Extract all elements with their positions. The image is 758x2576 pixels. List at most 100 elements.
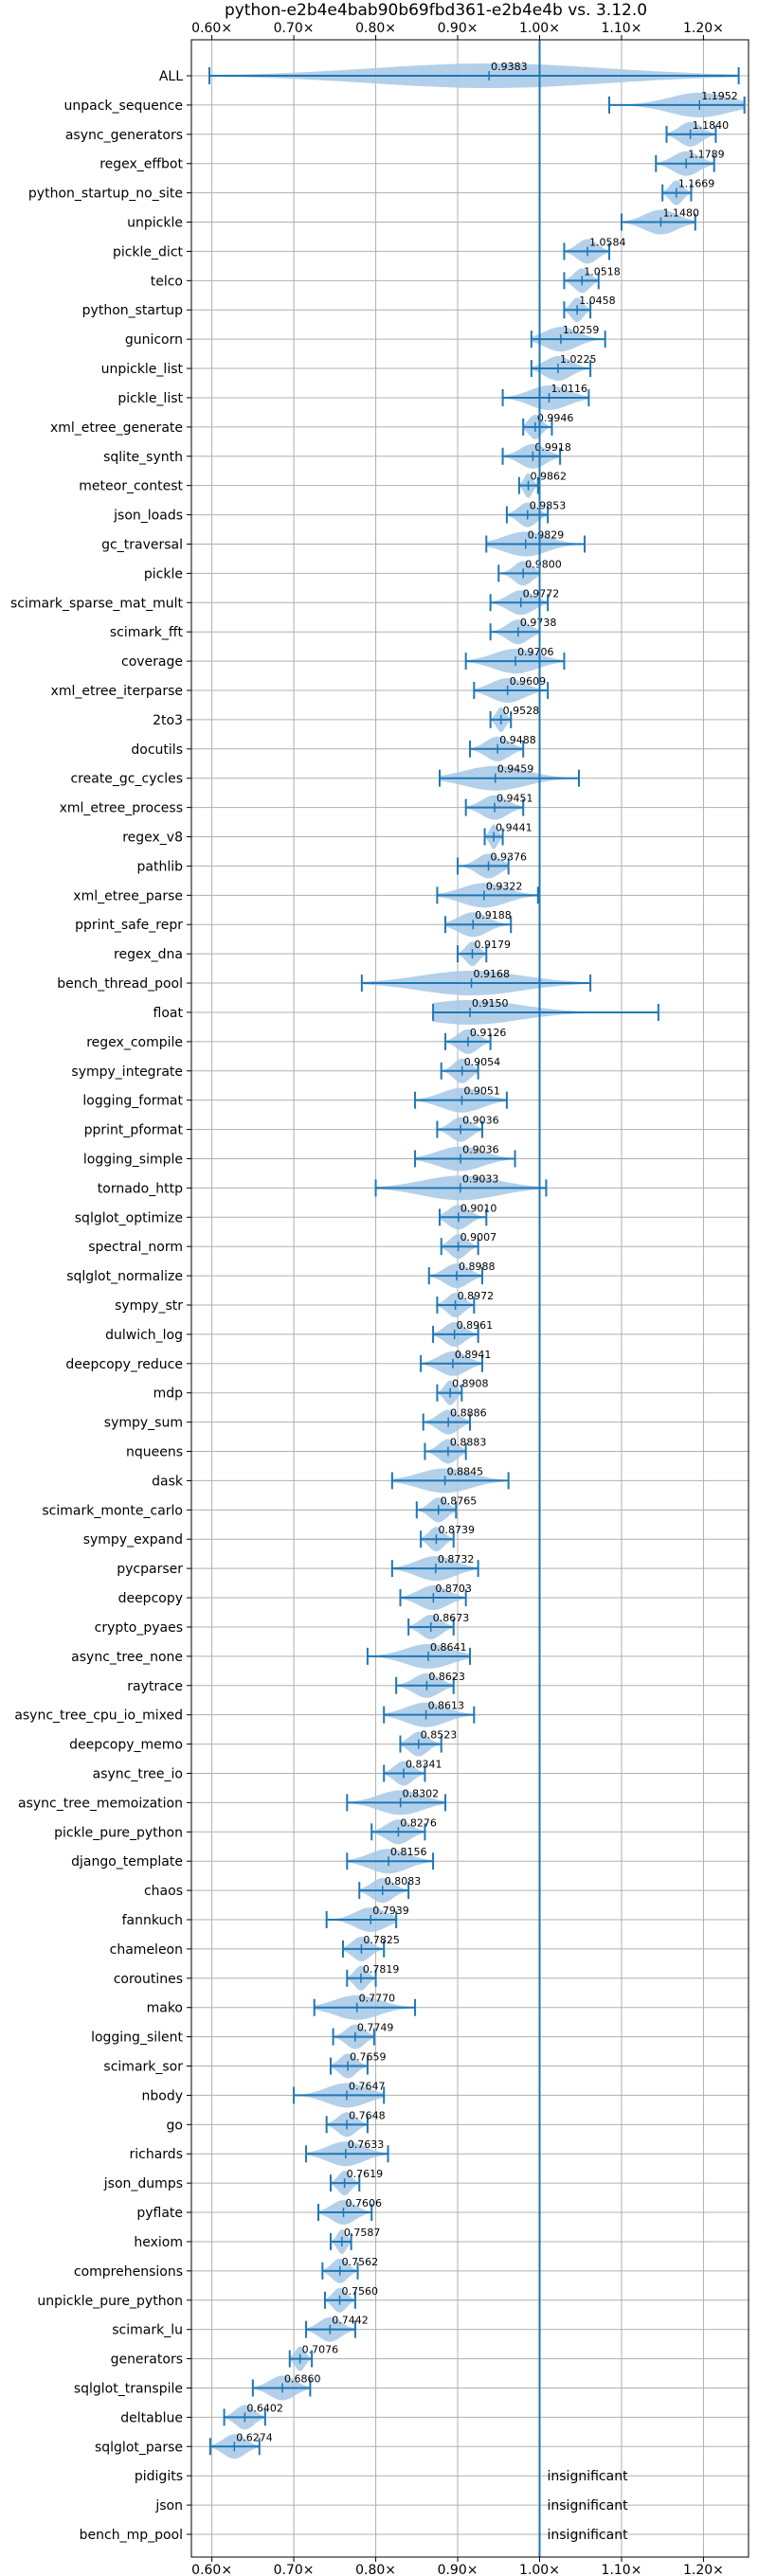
benchmark-label: fannkuch xyxy=(122,1913,183,1928)
value-label: 0.8845 xyxy=(447,1465,484,1477)
benchmark-label: sympy_sum xyxy=(104,1416,183,1431)
benchmark-label: pathlib xyxy=(137,859,184,874)
value-label: 0.9010 xyxy=(460,1202,497,1214)
value-label: 0.7606 xyxy=(345,2197,382,2209)
benchmark-label: async_tree_memoization xyxy=(18,1796,183,1811)
x-tick-label-bottom: 1.00× xyxy=(519,2563,560,2576)
benchmark-label: logging_simple xyxy=(83,1152,183,1167)
benchmark-label: xml_etree_generate xyxy=(50,420,183,436)
benchmark-label: hexiom xyxy=(134,2235,183,2250)
benchmark-label: python_startup_no_site xyxy=(28,187,183,202)
benchmark-label: mdp xyxy=(153,1386,184,1402)
value-label: 0.8641 xyxy=(430,1641,467,1654)
benchmark-label: python_startup xyxy=(82,303,183,318)
x-tick-label-top: 0.70× xyxy=(274,21,315,36)
value-label: 0.9829 xyxy=(528,528,565,541)
value-label: 0.9738 xyxy=(520,617,557,629)
value-label: 1.1952 xyxy=(701,90,738,102)
value-label: 0.8961 xyxy=(457,1319,494,1332)
value-label: 0.9918 xyxy=(534,441,571,454)
benchmark-label: sqlglot_transpile xyxy=(74,2381,183,2396)
value-label: 0.9054 xyxy=(464,1056,501,1068)
value-label: 1.0259 xyxy=(563,324,600,336)
value-label: 0.9383 xyxy=(491,61,528,73)
value-label: 1.1669 xyxy=(678,178,715,190)
benchmark-label: xml_etree_parse xyxy=(73,888,183,903)
benchmark-label: float xyxy=(153,1006,184,1021)
benchmark-label: mako xyxy=(147,2001,183,2016)
value-label: 0.8886 xyxy=(450,1407,487,1420)
benchmark-label: json_dumps xyxy=(103,2176,183,2191)
benchmark-label: regex_dna xyxy=(114,947,183,962)
x-tick-label-top: 1.10× xyxy=(602,21,642,36)
x-tick-label-bottom: 0.80× xyxy=(355,2563,396,2576)
value-label: 0.8883 xyxy=(450,1437,487,1449)
benchmark-label: coverage xyxy=(121,654,183,670)
axes: 0.60× 0.60× 0.70× 0.70× 0.80× 0.80× 0.90× 0.90×… xyxy=(10,21,749,2576)
value-label: 0.6274 xyxy=(236,2431,273,2443)
value-label: 0.8276 xyxy=(400,1816,437,1829)
insignificant-label: insignificant xyxy=(548,2528,629,2543)
benchmark-label: regex_v8 xyxy=(122,831,183,846)
benchmark-label: xml_etree_iterparse xyxy=(51,684,183,699)
benchmark-label: pidigits xyxy=(135,2469,183,2484)
benchmark-label: gc_traversal xyxy=(101,537,183,552)
benchmark-label: scimark_lu xyxy=(112,2323,183,2338)
benchmark-label: pycparser xyxy=(117,1562,183,1577)
value-label: 0.9376 xyxy=(491,850,528,863)
value-label: 0.8703 xyxy=(435,1583,472,1595)
benchmark-label: ALL xyxy=(159,69,183,84)
value-label: 0.9322 xyxy=(486,880,523,892)
benchmark-label: json_loads xyxy=(113,509,183,524)
value-label: 1.1840 xyxy=(693,119,730,132)
insignificant-label: insignificant xyxy=(548,2498,629,2513)
value-label: 0.7659 xyxy=(350,2051,387,2064)
value-label: 0.7749 xyxy=(357,2022,394,2034)
value-label: 0.8908 xyxy=(452,1378,488,1390)
benchmark-label: logging_format xyxy=(82,1094,183,1109)
value-label: 0.7819 xyxy=(363,1963,400,1976)
value-label: 0.9459 xyxy=(497,763,534,776)
benchmark-label: unpickle_pure_python xyxy=(37,2294,183,2309)
benchmark-label: pickle_list xyxy=(117,391,183,406)
benchmark-label: deltablue xyxy=(120,2410,183,2425)
benchmark-label: scimark_monte_carlo xyxy=(42,1503,183,1518)
value-label: 0.8739 xyxy=(438,1524,475,1536)
value-label: 0.9051 xyxy=(463,1085,500,1098)
benchmark-label: go xyxy=(167,2118,183,2133)
value-label: 0.9451 xyxy=(496,793,533,805)
benchmark-label: coroutines xyxy=(114,1972,183,1987)
benchmark-label: pprint_pformat xyxy=(84,1123,184,1138)
value-label: 0.9528 xyxy=(503,705,540,717)
benchmark-label: generators xyxy=(111,2352,183,2368)
value-label: 0.9488 xyxy=(499,734,536,746)
benchmark-label: async_tree_io xyxy=(93,1766,183,1781)
value-label: 0.8941 xyxy=(455,1349,491,1361)
value-label: 0.7647 xyxy=(349,2080,386,2092)
value-label: 0.9862 xyxy=(531,471,568,483)
insignificant-label: insignificant xyxy=(548,2469,629,2484)
benchmark-label: nqueens xyxy=(126,1445,183,1460)
benchmark-label: sqlite_synth xyxy=(103,450,183,465)
value-label: 0.8613 xyxy=(428,1700,465,1712)
benchmark-label: json xyxy=(154,2498,183,2513)
value-label: 1.0518 xyxy=(584,265,621,277)
benchmark-label: pickle_dict xyxy=(113,244,184,259)
benchmark-label: django_template xyxy=(71,1854,183,1869)
value-label: 0.9036 xyxy=(462,1143,498,1155)
value-labels: 0.9383 1.1952 1.1840 1.1789 1.1669 1.1480 1.05… xyxy=(236,61,737,2543)
value-label: 0.7560 xyxy=(342,2285,379,2298)
benchmark-label: sqlglot_normalize xyxy=(66,1269,183,1284)
value-label: 0.7076 xyxy=(302,2344,339,2356)
benchmark-label: pickle xyxy=(144,566,183,581)
value-label: 0.8523 xyxy=(421,1729,458,1742)
x-tick-label-top: 1.00× xyxy=(519,21,560,36)
x-tick-label-top: 1.20× xyxy=(683,21,724,36)
benchmark-label: telco xyxy=(151,274,183,289)
benchmark-label: async_tree_none xyxy=(71,1650,183,1665)
value-label: 0.8083 xyxy=(385,1875,422,1887)
benchmark-label: spectral_norm xyxy=(88,1240,183,1255)
value-label: 0.8765 xyxy=(441,1494,478,1507)
x-tick-label-top: 0.60× xyxy=(191,21,232,36)
value-label: 0.8972 xyxy=(458,1290,495,1302)
